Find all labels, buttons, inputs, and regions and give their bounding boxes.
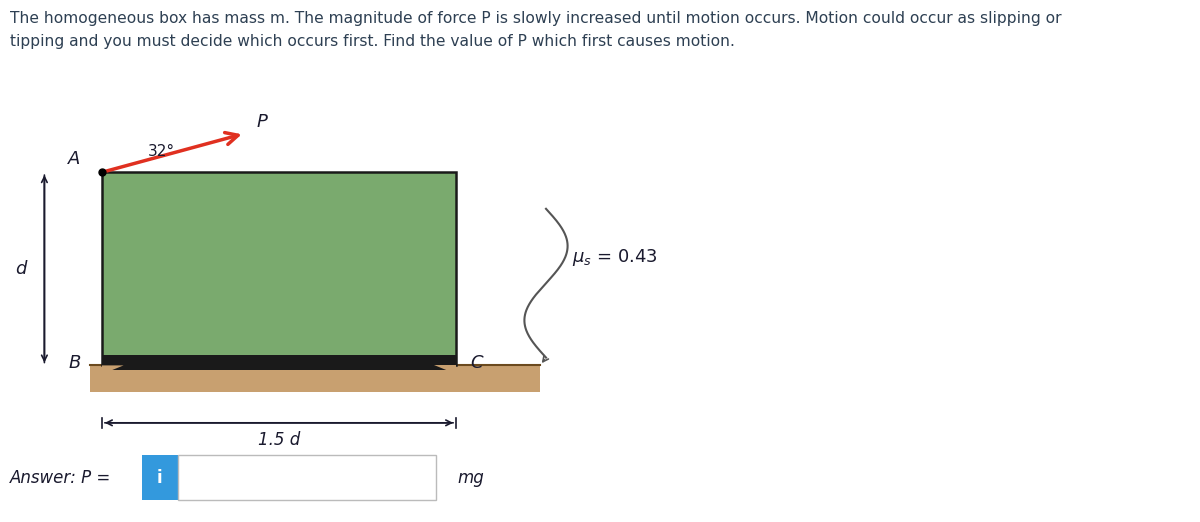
Text: The homogeneous box has mass m. The magnitude of force P is slowly increased unt: The homogeneous box has mass m. The magn… bbox=[10, 11, 1061, 27]
Text: Answer: P =: Answer: P = bbox=[10, 469, 116, 487]
Text: d: d bbox=[16, 260, 26, 278]
Bar bbox=[178, 455, 436, 500]
Bar bbox=[90, 365, 540, 392]
Text: mg: mg bbox=[457, 469, 484, 487]
Text: C: C bbox=[470, 354, 484, 372]
Polygon shape bbox=[102, 365, 124, 374]
Text: i: i bbox=[157, 469, 162, 487]
Bar bbox=[102, 172, 456, 365]
Text: 32°: 32° bbox=[148, 144, 175, 159]
Polygon shape bbox=[434, 365, 456, 374]
Bar bbox=[102, 355, 456, 370]
Bar bbox=[142, 455, 178, 500]
Text: B: B bbox=[68, 354, 80, 372]
Text: $\mu_s$ = 0.43: $\mu_s$ = 0.43 bbox=[572, 246, 659, 268]
Text: 1.5 d: 1.5 d bbox=[258, 431, 300, 448]
Text: P: P bbox=[257, 113, 268, 131]
Text: tipping and you must decide which occurs first. Find the value of P which first : tipping and you must decide which occurs… bbox=[10, 34, 734, 49]
Text: A: A bbox=[68, 150, 80, 168]
